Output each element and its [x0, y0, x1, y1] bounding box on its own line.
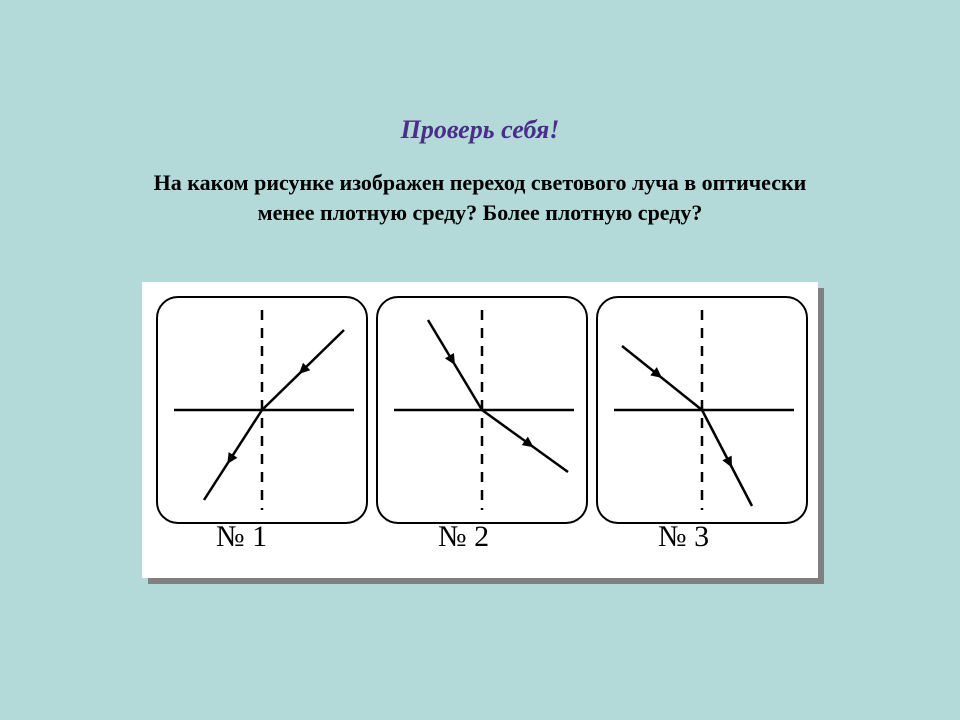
diagram-cell-3	[596, 296, 808, 524]
page: Проверь себя! На каком рисунке изображен…	[0, 0, 960, 720]
panel-body: № 1 № 2 № 3	[142, 282, 818, 578]
diagram-svg-3	[598, 298, 806, 522]
label-2: № 2	[438, 520, 489, 554]
label-3: № 3	[658, 520, 709, 554]
label-1: № 1	[216, 520, 267, 554]
question-line-1: На каком рисунке изображен переход свето…	[154, 170, 807, 195]
diagram-cell-1	[156, 296, 368, 524]
page-title: Проверь себя!	[0, 115, 960, 145]
diagram-labels: № 1 № 2 № 3	[142, 520, 818, 560]
diagram-cell-2	[376, 296, 588, 524]
question-line-2: менее плотную среду? Более плотную среду…	[258, 200, 703, 225]
diagram-svg-1	[158, 298, 366, 522]
diagram-svg-2	[378, 298, 586, 522]
diagram-panel: № 1 № 2 № 3	[142, 282, 818, 578]
question-text: На каком рисунке изображен переход свето…	[0, 168, 960, 227]
